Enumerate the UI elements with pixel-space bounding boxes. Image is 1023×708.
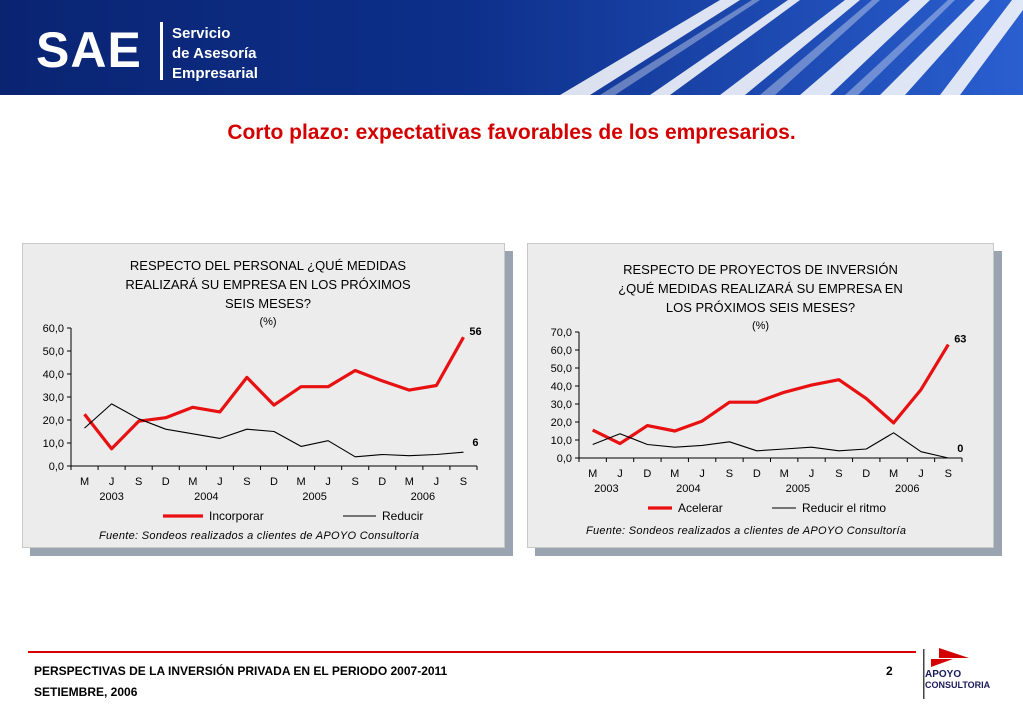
year-label: 2006 [411,491,435,503]
y-tick-label: 30,0 [551,399,572,411]
x-tick-label: D [862,468,870,480]
x-tick-label: S [352,476,359,488]
sae-logo: SAE [36,22,142,78]
page-title: Corto plazo: expectativas favorables de … [227,121,796,144]
y-tick-label: 60,0 [43,323,64,335]
x-tick-label: M [188,476,197,488]
y-tick-label: 50,0 [43,346,64,358]
data-label: 6 [472,437,478,449]
x-tick-label: J [699,468,705,480]
year-label: 2004 [194,491,218,503]
banner-divider [160,22,163,80]
y-tick-label: 40,0 [551,381,572,393]
chart-plot-inversion: 0,0 10,0 20,0 30,0 40,0 50,0 60,0 70,0 M J D M J S D M J… [551,327,967,515]
data-label: 63 [954,334,966,346]
y-tick-label: 10,0 [43,438,64,450]
year-label: 2003 [99,491,123,503]
data-label: 56 [469,326,481,338]
apoyo-logo-line: CONSULTORIA [925,680,991,690]
page-number: 2 [886,664,893,678]
chart-panel-personal: RESPECTO DEL PERSONAL ¿QUÉ MEDIDAS REALI… [22,243,505,548]
y-tick-label: 60,0 [551,345,572,357]
y-tick-label: 0,0 [49,461,64,473]
year-label: 2005 [786,483,810,495]
x-tick-label: M [889,468,898,480]
chart-title-line: RESPECTO DE PROYECTOS DE INVERSIÓN [623,262,898,277]
x-tick-label: J [617,468,623,480]
year-label: 2004 [676,483,700,495]
footer-report-title: PERSPECTIVAS DE LA INVERSIÓN PRIVADA EN … [34,664,448,678]
y-tick-label: 20,0 [551,417,572,429]
legend-label: Acelerar [678,501,723,515]
x-tick-label: M [80,476,89,488]
banner-subtitle-line: Empresarial [172,65,258,82]
chart-source: Fuente: Sondeos realizados a clientes de… [586,525,907,537]
apoyo-logo-line: APOYO [925,669,962,680]
apoyo-logo-text: APOYO CONSULTORIA [925,669,990,691]
year-label: 2003 [594,483,618,495]
chart-title: RESPECTO DE PROYECTOS DE INVERSIÓN ¿QUÉ … [558,260,963,336]
x-tick-label: J [809,468,815,480]
series-line-reducir [84,403,464,458]
x-tick-label: M [405,476,414,488]
chart-unit: (%) [259,316,277,328]
x-tick-label: S [835,468,842,480]
footer-date: SETIEMBRE, 2006 [34,685,138,699]
x-tick-label: D [270,476,278,488]
legend-label: Reducir el ritmo [802,501,886,515]
x-tick-label: S [726,468,733,480]
series-line-reducir-el-ritmo [592,432,949,459]
x-tick-label: D [643,468,651,480]
banner-graphic [0,0,1023,95]
y-tick-label: 40,0 [43,369,64,381]
chart-plot-personal: 0,0 10,0 20,0 30,0 40,0 50,0 60,0 M J S D M J S D M J S D M… [43,323,482,523]
data-label: 0 [957,443,963,455]
x-tick-label: M [296,476,305,488]
x-tick-label: M [670,468,679,480]
year-label: 2005 [302,491,326,503]
chart-title-line: ¿QUÉ MEDIDAS REALIZARÁ SU EMPRESA EN [618,281,903,296]
x-tick-label: M [780,468,789,480]
chart-title-line: LOS PRÓXIMOS SEIS MESES? [665,300,856,315]
x-tick-label: J [325,476,331,488]
x-tick-label: S [460,476,467,488]
x-tick-label: J [109,476,115,488]
chart-title-line: REALIZARÁ SU EMPRESA EN LOS PRÓXIMOS [125,277,411,292]
chart-title-line: RESPECTO DEL PERSONAL ¿QUÉ MEDIDAS [129,258,407,273]
legend-label: Reducir [382,509,423,523]
x-tick-label: M [588,468,597,480]
y-tick-label: 30,0 [43,392,64,404]
y-tick-label: 20,0 [43,415,64,427]
x-tick-label: D [162,476,170,488]
year-label: 2006 [895,483,919,495]
banner-subtitle-line: Servicio [172,25,231,42]
chart-unit: (%) [751,320,770,332]
y-tick-label: 0,0 [557,453,572,465]
x-tick-label: D [753,468,761,480]
x-tick-label: D [378,476,386,488]
chart-source: Fuente: Sondeos realizados a clientes de… [99,530,420,542]
y-tick-label: 10,0 [551,435,572,447]
series-line-acelerar [591,343,950,446]
x-tick-label: J [217,476,223,488]
legend-label: Incorporar [209,509,264,523]
chart-title-line: SEIS MESES? [225,296,311,311]
header-banner: SAE Servicio de Asesoría Empresarial [0,0,1023,95]
x-tick-label: J [434,476,440,488]
chart-title: RESPECTO DEL PERSONAL ¿QUÉ MEDIDAS REALI… [63,256,473,332]
banner-rays [560,0,1023,95]
footer-divider [28,651,916,653]
series-line-incorporar [83,336,465,451]
x-tick-label: S [945,468,952,480]
chart-panel-inversion: RESPECTO DE PROYECTOS DE INVERSIÓN ¿QUÉ … [527,243,994,548]
x-tick-label: S [243,476,250,488]
y-tick-label: 50,0 [551,363,572,375]
apoyo-logo [923,648,969,699]
x-tick-label: J [918,468,924,480]
x-tick-label: S [135,476,142,488]
y-tick-label: 70,0 [551,327,572,339]
banner-subtitle-line: de Asesoría [172,45,257,62]
